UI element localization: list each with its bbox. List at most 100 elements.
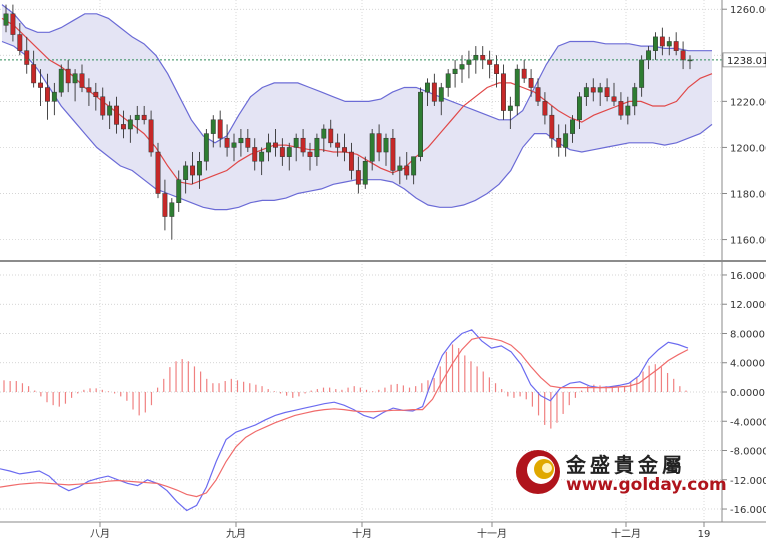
candle (362, 156, 368, 189)
candle (58, 64, 64, 97)
candle-body (203, 133, 209, 162)
candle (473, 46, 479, 74)
macd-axis: 16.0000 12.0000 8.0000 4.0000 0.0000 -4.0000 -… (722, 271, 766, 516)
candle-body (666, 41, 672, 47)
candle (210, 115, 216, 148)
macd-panel: 16.0000 12.0000 8.0000 4.0000 0.0000 -4.0000 -… (0, 264, 766, 520)
candle (238, 129, 244, 157)
candle-body (162, 193, 168, 217)
candle (252, 138, 258, 171)
candle-body (452, 68, 458, 74)
candle (307, 142, 313, 171)
candle-body (31, 64, 37, 84)
candle (286, 142, 292, 171)
candle (535, 78, 541, 106)
candle (397, 156, 403, 185)
brand-name: 金盛貴金屬 (565, 453, 686, 477)
macd-tick-label: -8.0000 (730, 447, 766, 458)
candle-body (252, 147, 258, 162)
candle-body (273, 142, 278, 148)
candle (369, 129, 375, 171)
candle-body (155, 151, 161, 194)
candle (65, 59, 71, 93)
candle-body (259, 151, 265, 162)
candle-body (397, 165, 403, 171)
candle-body (197, 161, 202, 176)
candle-body (321, 128, 327, 139)
brand-logo: 金盛貴金屬 www.golday.com (516, 450, 727, 495)
candle-body (176, 179, 182, 203)
time-tick-label: 十二月 (611, 527, 641, 540)
candle (328, 119, 334, 148)
macd-tick-label: 12.0000 (730, 300, 766, 311)
candle (673, 32, 679, 56)
candle (501, 64, 506, 120)
candle (577, 92, 582, 129)
candle (570, 115, 575, 143)
candle-body (535, 87, 541, 102)
candle (155, 142, 161, 199)
candle-body (646, 50, 651, 61)
candle (666, 36, 672, 56)
candle (162, 179, 168, 231)
candle-body (51, 91, 57, 102)
candle-body (418, 91, 423, 157)
macd-histogram (3, 344, 687, 429)
candle-body (570, 119, 575, 134)
candle-body (134, 114, 140, 121)
candle (376, 124, 382, 162)
candle (38, 69, 43, 106)
candle-body (590, 87, 596, 93)
candle (190, 152, 195, 185)
candle (604, 78, 610, 102)
candle (224, 124, 230, 157)
macd-tick-label: 4.0000 (730, 359, 765, 370)
candle-body (639, 59, 645, 88)
candle-body (659, 36, 665, 47)
candle-body (307, 151, 313, 157)
price-panel: 1260.001240.001220.001200.001180.001160.… (0, 0, 766, 258)
candle (321, 124, 327, 153)
candle-body (10, 13, 16, 35)
candle-body (611, 96, 617, 102)
candle-body (404, 165, 410, 176)
candle-body (632, 87, 638, 107)
candle-body (431, 82, 437, 102)
candle-body (279, 147, 285, 157)
price-tick-label: 1220.00 (730, 97, 766, 108)
candle-body (190, 165, 195, 176)
candle-body (107, 105, 113, 116)
candle (259, 147, 265, 176)
candle (127, 115, 133, 143)
candle-body (625, 105, 631, 116)
candle-body (459, 64, 465, 70)
candle (79, 64, 85, 93)
candle (653, 32, 658, 60)
candle (514, 64, 520, 116)
candle-body (487, 59, 493, 65)
candle-body (577, 96, 582, 121)
candle (231, 133, 237, 162)
candle (3, 4, 9, 33)
candle (549, 105, 555, 148)
candle-body (286, 147, 292, 157)
candle-body (549, 114, 555, 139)
candle (342, 133, 347, 162)
candle-body (328, 128, 334, 144)
candle-body (355, 170, 361, 185)
price-tick-label: 1260.00 (730, 5, 766, 16)
candle (107, 101, 113, 129)
candle-body (494, 64, 499, 74)
candle (31, 50, 37, 88)
candle (100, 87, 106, 120)
candle (134, 105, 140, 134)
candle (279, 138, 285, 166)
candle (452, 59, 458, 88)
candle (266, 133, 271, 162)
candle (438, 82, 444, 116)
candle-body (480, 55, 486, 61)
candle-body (362, 161, 368, 185)
candle (10, 4, 16, 42)
candle-body (121, 124, 126, 130)
